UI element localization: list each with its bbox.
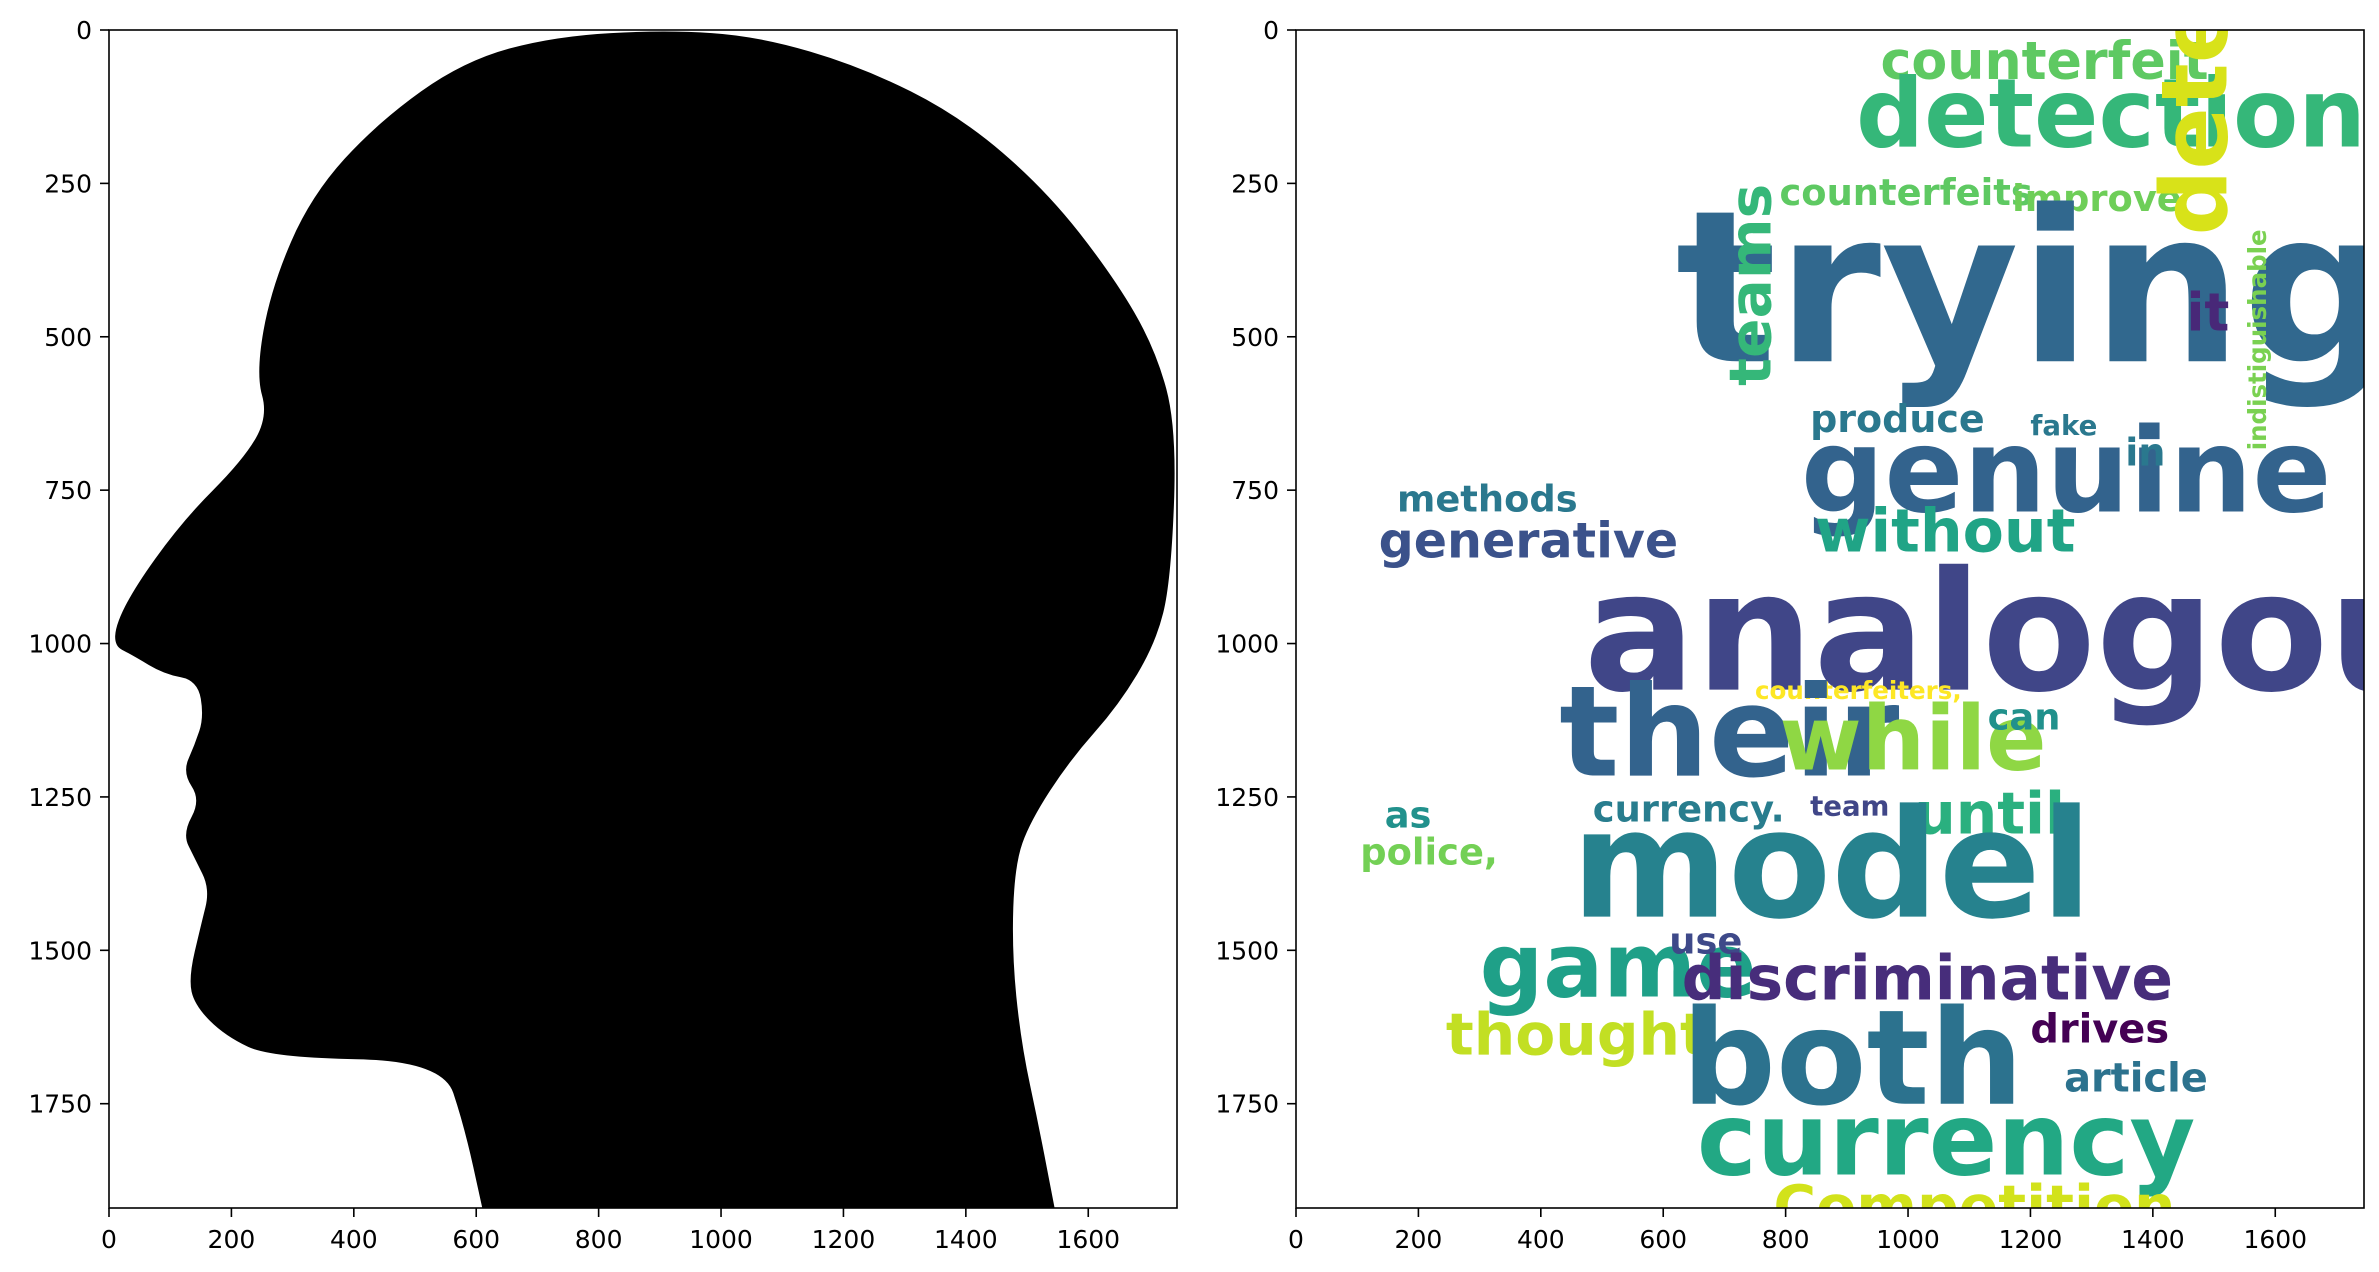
word-teams: teams — [1716, 184, 1784, 386]
x-tick-label: 400 — [1517, 1225, 1565, 1254]
y-tick-label: 1000 — [1215, 630, 1279, 659]
x-tick-label: 1200 — [812, 1225, 876, 1254]
word-in: in — [2125, 431, 2165, 475]
word-detection: detection, — [1856, 60, 2379, 170]
word-currency: currency. — [1593, 788, 1785, 831]
y-tick-label: 1250 — [1215, 783, 1279, 812]
word-generative: generative — [1379, 512, 1679, 570]
word-as: as — [1385, 794, 1432, 837]
word-without: without — [1815, 497, 2075, 567]
word-detect: detect — [2141, 0, 2248, 236]
x-tick-label: 1600 — [2243, 1225, 2307, 1254]
x-tick-label: 1400 — [2121, 1225, 2185, 1254]
x-tick-label: 800 — [575, 1225, 623, 1254]
x-tick-label: 1200 — [1999, 1225, 2063, 1254]
plot-content: counterfeitdetection,counterfeitsimprove… — [1360, 0, 2379, 1240]
x-tick-label: 400 — [330, 1225, 378, 1254]
word-indistiguishable: indistiguishable — [2243, 229, 2272, 450]
silhouette-panel: 0 200 400 600 800 1000 1200 1400 1600 0 250 500 750 1… — [28, 16, 1178, 1254]
word-improve: improve — [2012, 177, 2182, 220]
x-tick-label: 800 — [1762, 1225, 1810, 1254]
word-until: until — [1914, 780, 2065, 848]
word-currency: currency — [1697, 1080, 2195, 1198]
y-tick-label: 1250 — [28, 783, 92, 812]
word-model: model — [1571, 778, 2092, 953]
word-their: their — [1559, 659, 1899, 806]
word-fake: fake — [2030, 409, 2097, 442]
word-police: police, — [1360, 830, 1498, 873]
word-drives: drives — [2030, 1006, 2169, 1052]
wordcloud-panel: counterfeitdetection,counterfeitsimprove… — [1215, 0, 2379, 1254]
x-tick-label: 0 — [101, 1225, 117, 1254]
axes-frame — [108, 29, 1178, 1209]
x-tick-label: 200 — [208, 1225, 256, 1254]
word-game: game — [1480, 913, 1757, 1017]
y-tick-label: 0 — [1263, 16, 1279, 45]
word-use: use — [1669, 919, 1742, 962]
head-silhouette — [115, 31, 1175, 1208]
x-tick-label: 600 — [1639, 1225, 1687, 1254]
word-counterfeiters: counterfeiters, — [1755, 676, 1962, 705]
y-tick-label: 500 — [44, 323, 92, 352]
word-trying: trying — [1676, 164, 2379, 411]
y-tick-label: 0 — [76, 16, 92, 45]
word-genuine: genuine — [1801, 405, 2332, 540]
word-both: both — [1682, 983, 2024, 1136]
x-tick-label: 600 — [452, 1225, 500, 1254]
y-tick-label: 250 — [44, 169, 92, 198]
word-produce: produce — [1810, 397, 1985, 441]
word-discriminative: discriminative — [1682, 943, 2173, 1014]
x-tick-label: 1600 — [1056, 1225, 1120, 1254]
word-counterfeit: counterfeit — [1881, 32, 2209, 92]
x-tick-label: 1000 — [689, 1225, 753, 1254]
y-tick-label: 1750 — [1215, 1090, 1279, 1119]
y-tick-label: 1500 — [28, 936, 92, 965]
y-tick-label: 250 — [1231, 169, 1279, 198]
word-while: while — [1780, 686, 2047, 790]
word-can: can — [1988, 695, 2061, 738]
x-tick-label: 1000 — [1876, 1225, 1940, 1254]
y-tick-label: 1500 — [1215, 936, 1279, 965]
word-methods: methods — [1397, 478, 1578, 521]
y-tick-label: 500 — [1231, 323, 1279, 352]
x-tick-label: 200 — [1395, 1225, 1443, 1254]
plot-content — [115, 31, 1175, 1208]
word-counterfeits: counterfeits — [1780, 171, 2033, 214]
word-competition: Competition — [1773, 1172, 2175, 1240]
x-tick-label: 0 — [1288, 1225, 1304, 1254]
word-team: team — [1810, 789, 1889, 822]
y-tick-label: 1000 — [28, 630, 92, 659]
plot-area — [1296, 30, 2364, 1208]
word-analogous: analogous — [1584, 537, 2379, 730]
y-tick-label: 750 — [44, 476, 92, 505]
word-it: it — [2187, 284, 2230, 344]
y-tick-label: 1750 — [28, 1090, 92, 1119]
axes-frame — [1295, 29, 2365, 1209]
word-thought: thought — [1446, 1001, 1708, 1069]
x-tick-label: 1400 — [934, 1225, 998, 1254]
word-article: article — [2064, 1055, 2208, 1101]
y-tick-label: 750 — [1231, 476, 1279, 505]
